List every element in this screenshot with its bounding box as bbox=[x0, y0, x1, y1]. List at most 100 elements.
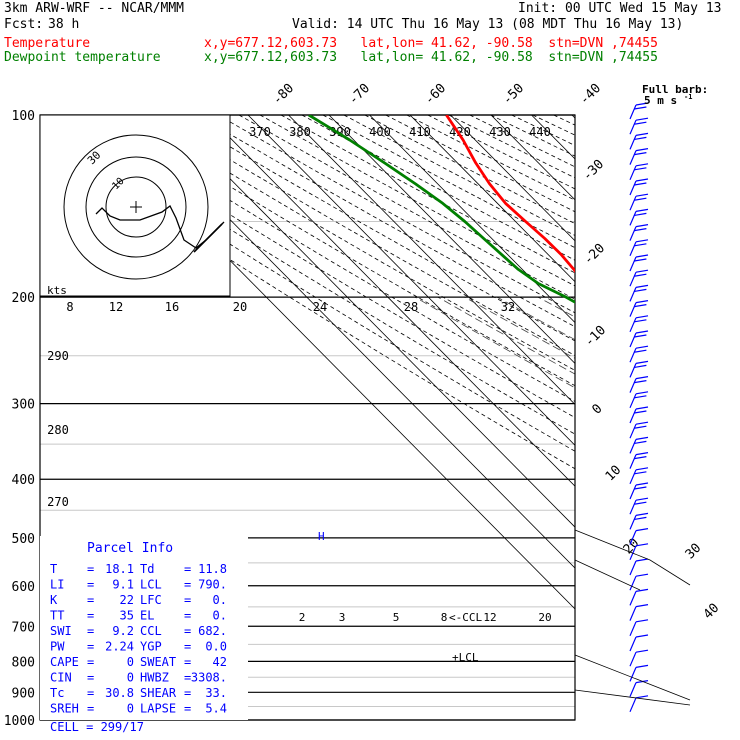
hodograph-speed-label: 32 bbox=[501, 300, 515, 314]
parcel-field-value: 3308. bbox=[191, 671, 227, 685]
isotherm-label: 10 bbox=[603, 463, 625, 485]
theta-left-label: 280 bbox=[47, 423, 69, 437]
dry-adiabat bbox=[385, 115, 575, 213]
barb-legend-title: Full barb: bbox=[642, 83, 708, 96]
parcel-equals: = bbox=[87, 624, 94, 638]
dry-adiabat bbox=[133, 115, 575, 371]
parcel-field-label: Tc bbox=[50, 686, 64, 700]
pressure-tick-label: 800 bbox=[12, 655, 35, 670]
wind-barb-flag bbox=[634, 121, 647, 125]
wind-barb-flag bbox=[634, 197, 647, 201]
init-time: Init: 00 UTC Wed 15 May 13 bbox=[518, 1, 722, 16]
wind-barb-staff bbox=[629, 469, 637, 485]
pressure-tick-label: 900 bbox=[12, 686, 35, 701]
wind-barb-flag bbox=[635, 649, 649, 653]
wind-barb-staff bbox=[629, 560, 637, 576]
isotherm-line bbox=[490, 115, 575, 201]
wind-barb-staff bbox=[629, 302, 637, 317]
wind-barb-staff bbox=[629, 515, 637, 530]
isotherm-line bbox=[571, 115, 575, 119]
wind-barb-staff bbox=[629, 211, 637, 226]
hodograph-trace bbox=[193, 223, 223, 253]
parcel-field-value: 0 bbox=[127, 671, 134, 685]
parcel-field-label: PW bbox=[50, 640, 65, 654]
parcel-field-label: CAPE bbox=[50, 655, 79, 669]
hodograph-ring bbox=[63, 134, 209, 280]
wind-barb-staff bbox=[629, 393, 637, 409]
parcel-equals: = bbox=[87, 671, 94, 685]
parcel-equals: = bbox=[184, 640, 191, 654]
moist-adiabat bbox=[464, 296, 575, 359]
wind-barb-flag bbox=[635, 634, 649, 638]
wind-barb-staff bbox=[629, 119, 637, 135]
wind-barb-flag bbox=[635, 163, 649, 167]
moist-adiabat bbox=[660, 297, 740, 720]
parcel-field-label: LFC bbox=[140, 593, 162, 607]
dry-adiabat bbox=[490, 115, 575, 157]
parcel-equals: = bbox=[184, 624, 191, 638]
wind-barb-flag bbox=[634, 304, 647, 308]
wind-barb-flag bbox=[635, 376, 649, 380]
wind-barb-staff bbox=[629, 651, 637, 667]
wind-barb-flag bbox=[635, 284, 649, 288]
h-marker: H bbox=[318, 530, 325, 543]
hodograph-ring bbox=[85, 156, 187, 258]
isotherm-line bbox=[207, 115, 575, 487]
dry-adiabat bbox=[280, 115, 575, 274]
wind-barb-staff bbox=[629, 271, 637, 287]
wind-barb-flag bbox=[635, 315, 649, 319]
forecast-label: Fcst: bbox=[4, 17, 44, 32]
isotherm-label: -50 bbox=[500, 81, 527, 108]
pressure-tick-label: 600 bbox=[12, 580, 35, 595]
wind-barb-flag bbox=[634, 501, 647, 505]
dry-adiabat bbox=[511, 115, 575, 146]
parcel-field-value: 42 bbox=[213, 655, 227, 669]
parcel-field-value: 0. bbox=[213, 609, 227, 623]
wind-barb-flag bbox=[634, 334, 647, 338]
wind-barb-staff bbox=[629, 104, 637, 120]
isotherm-line bbox=[369, 115, 575, 324]
wind-barb-flag bbox=[634, 395, 647, 399]
wind-barb-flag bbox=[635, 452, 649, 456]
moist-adiabat bbox=[537, 296, 575, 318]
wind-barb-flag bbox=[635, 208, 649, 212]
isotherm-label: -20 bbox=[581, 241, 608, 268]
wind-barb-flag bbox=[634, 471, 647, 475]
parcel-equals: = bbox=[87, 686, 94, 700]
isotherm-label: -10 bbox=[582, 323, 609, 350]
wind-barb-flag bbox=[635, 695, 649, 699]
wind-barb-flag bbox=[634, 516, 647, 520]
parcel-field-value: 18.1 bbox=[105, 562, 134, 576]
barb-legend-unit: 5 m s bbox=[644, 94, 677, 107]
parcel-field-value: 22 bbox=[120, 593, 134, 607]
wind-barb-flag bbox=[634, 228, 647, 232]
pressure-tick-label: 500 bbox=[12, 532, 35, 547]
wind-barb-flag bbox=[635, 543, 649, 547]
parcel-equals: = bbox=[87, 562, 94, 576]
temperature-trace bbox=[445, 115, 575, 273]
parcel-field-value: 0 bbox=[127, 702, 134, 716]
wind-barb-staff bbox=[629, 165, 637, 181]
mixing-ratio-label: 12 bbox=[483, 611, 496, 624]
wind-barb-flag bbox=[634, 380, 647, 384]
isotherm-label: -60 bbox=[422, 81, 449, 108]
dry-adiabat bbox=[617, 115, 740, 720]
isotherm-line bbox=[653, 115, 740, 720]
wind-barb-flag bbox=[634, 440, 647, 444]
dry-adiabat bbox=[596, 115, 740, 720]
mixing-ratio-label: 20 bbox=[538, 611, 551, 624]
ccl-marker: <-CCL bbox=[449, 611, 482, 624]
dry-adiabat bbox=[49, 115, 575, 435]
wind-barb-flag bbox=[635, 436, 649, 440]
dry-adiabat bbox=[364, 115, 575, 225]
parcel-equals: = bbox=[87, 640, 94, 654]
wind-barb-staff bbox=[629, 606, 637, 621]
dry-adiabat bbox=[638, 115, 740, 720]
barb-legend: Full barb: 5 m s -1 bbox=[642, 83, 708, 107]
wind-barb-flag bbox=[635, 512, 649, 516]
parcel-field-label: CIN bbox=[50, 671, 72, 685]
barb-guide-lines bbox=[574, 529, 691, 706]
isotherm-label: 0 bbox=[589, 401, 605, 417]
